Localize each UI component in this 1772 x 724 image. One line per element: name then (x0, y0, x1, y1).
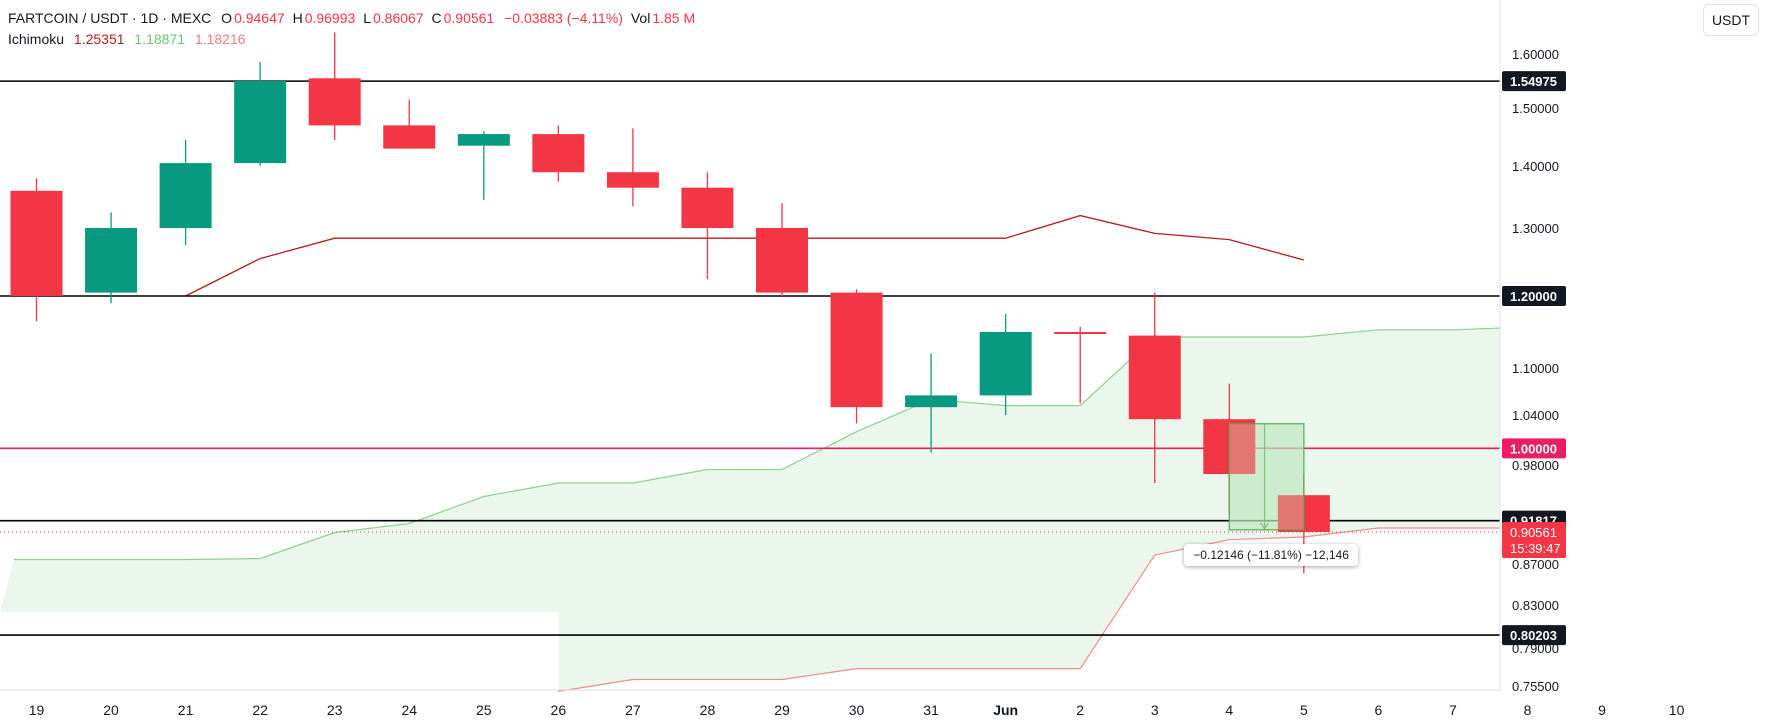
y-tick-label: 1.50000 (1512, 101, 1559, 116)
y-tick-label: 1.40000 (1512, 159, 1559, 174)
measure-box-overlay (1228, 423, 1305, 531)
x-tick-label: 22 (252, 702, 268, 718)
low-value: 0.86067 (372, 10, 424, 26)
high-label: H (292, 10, 303, 26)
x-tick-label: 25 (476, 702, 492, 718)
candle-body-24[interactable] (383, 125, 436, 149)
x-tick-label: 24 (401, 702, 417, 718)
vol-label: Vol (630, 10, 651, 26)
level-tag-1.20000 (1502, 286, 1566, 306)
x-tick-label: 30 (849, 702, 865, 718)
level-tag-label: 1.00000 (1510, 441, 1557, 456)
x-tick-label: 23 (327, 702, 343, 718)
x-tick-label: 20 (103, 702, 119, 718)
vol-value: 1.85 M (652, 10, 696, 26)
x-tick-label: 10 (1669, 702, 1685, 718)
x-tick-label: 31 (923, 702, 939, 718)
x-tick-label: 3 (1151, 702, 1159, 718)
chart-legend: FARTCOIN / USDT · 1D · MEXC O 0.94647 H 0.… (8, 8, 699, 50)
y-tick-label: 1.60000 (1512, 47, 1559, 62)
x-tick-label: 6 (1375, 702, 1383, 718)
level-tag-label: 0.80203 (1510, 628, 1557, 643)
y-tick-label: 1.04000 (1512, 408, 1559, 423)
x-tick-label: 7 (1449, 702, 1457, 718)
measure-label: −0.12146 (−11.81%) −12,146 (1184, 543, 1358, 566)
candle-body-3[interactable] (1128, 335, 1181, 420)
y-tick-label: 1.10000 (1512, 361, 1559, 376)
x-tick-label: 8 (1524, 702, 1532, 718)
candle-body-20[interactable] (85, 228, 138, 293)
candle-body-19[interactable] (10, 190, 63, 296)
level-tag-1.54975 (1502, 71, 1566, 92)
candle-body-31[interactable] (905, 395, 958, 408)
close-value: 0.90561 (443, 10, 495, 26)
x-tick-label: 19 (29, 702, 45, 718)
currency-button[interactable]: USDT (1703, 4, 1759, 36)
open-value: 0.94647 (234, 10, 285, 26)
indicator-value-span-b: 1.18216 (194, 31, 246, 47)
candle-body-21[interactable] (159, 163, 212, 228)
close-label: C (431, 10, 442, 26)
candle-body-27[interactable] (606, 172, 659, 188)
last-price-tag (1502, 521, 1566, 558)
x-tick-label: 21 (178, 702, 194, 718)
change-value: −0.03883 (−4.11%) (504, 10, 623, 26)
candle-body-23[interactable] (308, 78, 361, 126)
candle-body-30[interactable] (830, 292, 883, 408)
x-tick-label: 26 (551, 702, 567, 718)
x-tick-label: 2 (1076, 702, 1084, 718)
candle-body-25[interactable] (457, 134, 510, 146)
last-price-label: 0.90561 (1510, 525, 1557, 540)
x-tick-label: 5 (1300, 702, 1308, 718)
x-tick-label: Jun (993, 702, 1018, 718)
y-tick-label: 0.98000 (1512, 458, 1559, 473)
y-tick-label: 0.87000 (1512, 557, 1559, 572)
measure-arrow-head (1260, 522, 1270, 530)
candle-body-29[interactable] (756, 228, 808, 293)
level-tag-label: 1.20000 (1510, 289, 1557, 304)
y-tick-label: 0.75500 (1512, 679, 1559, 694)
ichimoku-conversion-line (185, 214, 1304, 297)
candle-body-2[interactable] (1054, 332, 1107, 334)
x-tick-label: 9 (1598, 702, 1606, 718)
ichimoku-span-a-line (14, 299, 1688, 561)
low-label: L (363, 10, 371, 26)
symbol-title[interactable]: FARTCOIN / USDT · 1D · MEXC (8, 10, 212, 26)
candle-body-26[interactable] (532, 134, 585, 173)
ichimoku-cloud (0, 299, 1688, 692)
level-tag-1.00000 (1502, 438, 1566, 459)
candle-body-28[interactable] (681, 187, 734, 228)
indicator-value-conversion: 1.25351 (73, 31, 125, 47)
level-tag-label: 1.54975 (1510, 74, 1557, 89)
open-label: O (221, 10, 233, 26)
candle-body-22[interactable] (234, 81, 287, 164)
y-tick-label: 1.30000 (1512, 221, 1559, 236)
price-axis-background (1500, 0, 1772, 724)
x-tick-label: 29 (774, 702, 790, 718)
indicator-row: Ichimoku 1.25351 1.18871 1.18216 (8, 29, 699, 50)
y-tick-label: 0.83000 (1512, 598, 1559, 613)
ichimoku-span-b-line (558, 527, 1688, 692)
countdown-label: 15:39:47 (1510, 541, 1561, 556)
x-tick-label: 4 (1225, 702, 1233, 718)
x-tick-label: 27 (625, 702, 641, 718)
candle-body-1[interactable] (979, 332, 1032, 396)
ohlc-row: FARTCOIN / USDT · 1D · MEXC O 0.94647 H 0.… (8, 8, 699, 29)
x-tick-label: 28 (700, 702, 716, 718)
indicator-name[interactable]: Ichimoku (8, 31, 65, 47)
level-tag-0.80203 (1502, 625, 1566, 646)
high-value: 0.96993 (304, 10, 356, 26)
indicator-value-span-a: 1.18871 (134, 31, 186, 47)
